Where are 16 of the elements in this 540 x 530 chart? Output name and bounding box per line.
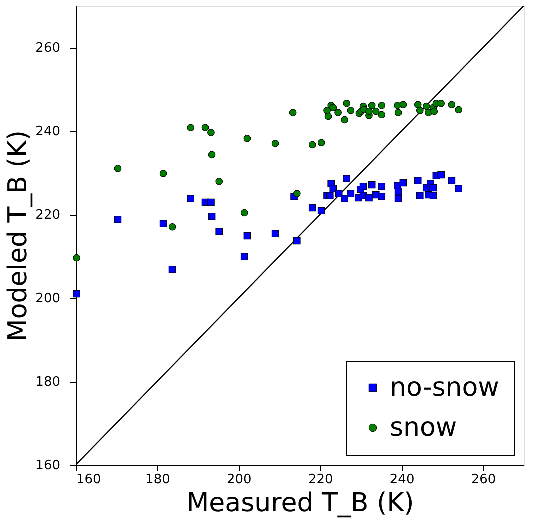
legend-label: snow	[390, 413, 458, 443]
y-tick-label: 240	[36, 124, 60, 140]
x-axis-title: Measured T_B (K)	[186, 488, 414, 518]
x-tick-label: 180	[146, 472, 170, 488]
x-tick-label: 260	[471, 472, 496, 488]
x-tick-label: 240	[390, 472, 415, 488]
y-axis-title: Modeled T_B (K)	[4, 130, 34, 342]
y-tick-label: 160	[36, 458, 60, 474]
x-tick-label: 160	[76, 472, 102, 488]
x-tick-label: 200	[226, 472, 252, 488]
y-tick-label: 220	[36, 208, 60, 224]
y-tick-label: 180	[36, 375, 60, 390]
x-tick-label: 220	[308, 472, 334, 488]
y-tick-label: 260	[36, 41, 60, 56]
legend-label: no-snow	[390, 373, 500, 403]
y-tick-label: 200	[36, 292, 60, 307]
